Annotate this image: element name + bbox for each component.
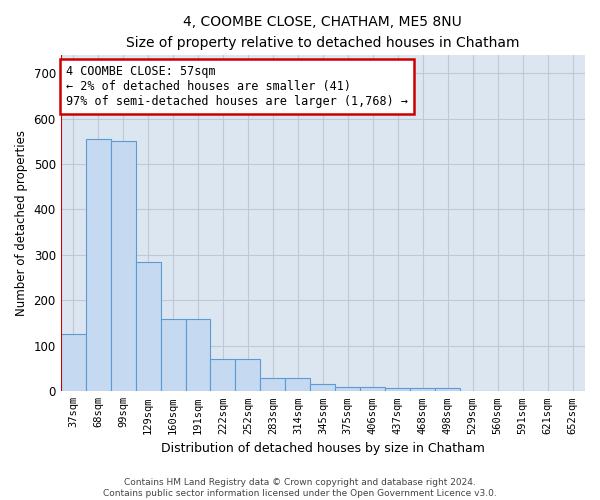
- Bar: [335, 387, 360, 392]
- Bar: [435, 388, 460, 392]
- Bar: [61, 334, 86, 392]
- Bar: [136, 262, 161, 392]
- Bar: [410, 388, 435, 392]
- Bar: [161, 318, 185, 392]
- Text: Contains HM Land Registry data © Crown copyright and database right 2024.
Contai: Contains HM Land Registry data © Crown c…: [103, 478, 497, 498]
- Bar: [286, 378, 310, 392]
- Title: 4, COOMBE CLOSE, CHATHAM, ME5 8NU
Size of property relative to detached houses i: 4, COOMBE CLOSE, CHATHAM, ME5 8NU Size o…: [126, 15, 520, 50]
- Bar: [211, 360, 235, 392]
- Bar: [185, 318, 211, 392]
- Bar: [260, 378, 286, 392]
- Bar: [360, 387, 385, 392]
- Bar: [310, 384, 335, 392]
- Text: 4 COOMBE CLOSE: 57sqm
← 2% of detached houses are smaller (41)
97% of semi-detac: 4 COOMBE CLOSE: 57sqm ← 2% of detached h…: [66, 65, 408, 108]
- Bar: [385, 388, 410, 392]
- Bar: [235, 360, 260, 392]
- Bar: [86, 139, 110, 392]
- Y-axis label: Number of detached properties: Number of detached properties: [15, 130, 28, 316]
- X-axis label: Distribution of detached houses by size in Chatham: Distribution of detached houses by size …: [161, 442, 485, 455]
- Bar: [110, 142, 136, 392]
